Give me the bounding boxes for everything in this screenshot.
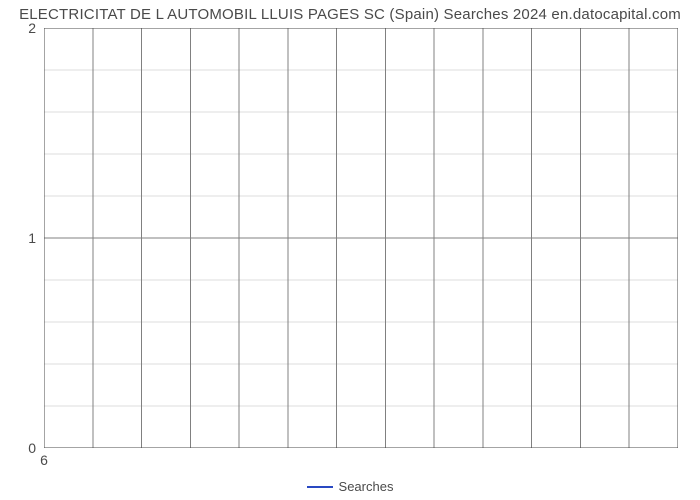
legend-label: Searches (339, 479, 394, 494)
y-tick-label: 1 (28, 230, 44, 246)
legend: Searches (0, 478, 700, 494)
chart-svg (44, 28, 678, 448)
y-tick-label: 2 (28, 20, 44, 36)
chart-title: ELECTRICITAT DE L AUTOMOBIL LLUIS PAGES … (0, 6, 700, 23)
legend-swatch (307, 486, 333, 488)
chart-container: ELECTRICITAT DE L AUTOMOBIL LLUIS PAGES … (0, 0, 700, 500)
plot-area: 0126 (44, 28, 678, 448)
x-tick-label: 6 (40, 448, 48, 468)
